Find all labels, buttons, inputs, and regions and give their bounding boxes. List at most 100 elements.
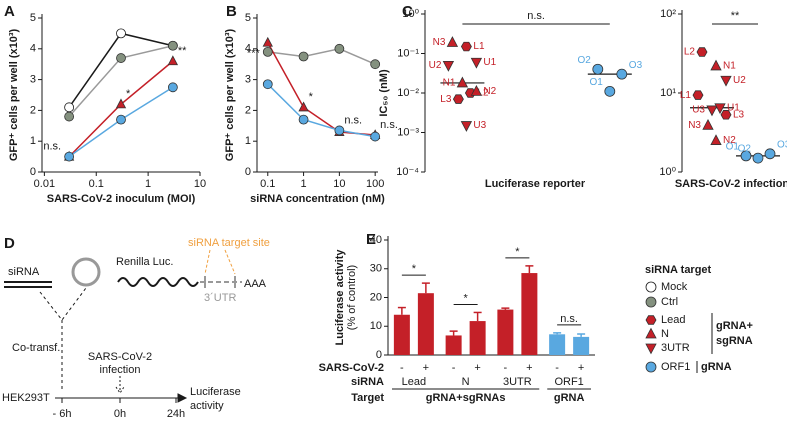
marker bbox=[64, 102, 75, 113]
row-label: siRNA bbox=[351, 376, 384, 388]
time-label: 24h bbox=[167, 408, 185, 420]
annotation: * bbox=[412, 263, 417, 275]
marker bbox=[710, 59, 722, 71]
target-site-label: siRNA target site bbox=[188, 237, 270, 249]
series-line bbox=[267, 83, 376, 138]
marker bbox=[446, 36, 459, 47]
y-tick-label: 10⁻³ bbox=[397, 126, 419, 138]
bar bbox=[573, 336, 590, 355]
y-tick-label: 40 bbox=[370, 234, 382, 246]
y-axis-title: GFP⁺ cells per well (x10³) bbox=[224, 28, 236, 161]
marker bbox=[298, 51, 309, 62]
x-tick-label: 10 bbox=[194, 178, 206, 190]
series-label: + bbox=[578, 362, 584, 374]
annotation: *** bbox=[247, 47, 261, 59]
y-tick-label: 10¹ bbox=[660, 87, 676, 99]
sirna-label: siRNA bbox=[8, 266, 40, 278]
point-label: N2 bbox=[723, 135, 736, 146]
marker bbox=[692, 90, 704, 100]
legend-group-label: sgRNA bbox=[716, 335, 753, 347]
marker bbox=[592, 63, 604, 75]
marker bbox=[334, 43, 345, 54]
marker bbox=[710, 134, 722, 145]
y-tick-label: 0 bbox=[245, 166, 251, 178]
panel-letter: C bbox=[402, 3, 413, 20]
marker bbox=[460, 121, 473, 132]
series-label: + bbox=[423, 362, 429, 374]
target-site-pointer bbox=[204, 249, 236, 275]
marker bbox=[452, 94, 464, 104]
legend-marker bbox=[645, 361, 657, 373]
point-label: L2 bbox=[684, 47, 696, 58]
cotransfection-arrow bbox=[39, 287, 87, 392]
annotation: n.s. bbox=[43, 141, 61, 153]
point-label: U1 bbox=[727, 102, 740, 113]
x-tick-label: 100 bbox=[366, 178, 384, 190]
marker bbox=[116, 114, 126, 125]
point-label: U2 bbox=[733, 75, 746, 86]
legend-group-label: gRNA+ bbox=[716, 320, 753, 332]
x-tick-label: 0.1 bbox=[89, 178, 104, 190]
marker bbox=[740, 150, 752, 162]
legend-marker bbox=[645, 327, 657, 339]
point-label: N1 bbox=[723, 61, 736, 72]
panel-letter: D bbox=[4, 235, 15, 252]
marker bbox=[116, 28, 126, 39]
marker bbox=[167, 55, 179, 66]
utr-label: 3´UTR bbox=[204, 292, 236, 304]
point-label: O3 bbox=[777, 139, 787, 150]
bar bbox=[393, 314, 410, 355]
target-label: gRNA+sgRNAs bbox=[426, 392, 506, 404]
marker bbox=[370, 131, 381, 142]
marker bbox=[116, 53, 126, 63]
series-label: - bbox=[504, 362, 508, 374]
x-tick-label: ORF1 bbox=[554, 376, 583, 388]
marker bbox=[720, 110, 732, 120]
x-tick-label: Lead bbox=[402, 376, 426, 388]
marker bbox=[456, 76, 469, 88]
legend-marker bbox=[645, 281, 657, 293]
marker bbox=[616, 68, 628, 80]
series-label: - bbox=[452, 362, 456, 374]
y-tick-label: 1 bbox=[245, 135, 251, 147]
point-label: N2 bbox=[483, 86, 496, 97]
x-tick-label: 10 bbox=[333, 178, 345, 190]
infection-arrow bbox=[115, 376, 125, 394]
x-tick-label: 1 bbox=[301, 178, 307, 190]
marker bbox=[702, 118, 714, 130]
marker bbox=[720, 75, 732, 87]
time-label: - 6h bbox=[53, 408, 72, 420]
point-label: N3 bbox=[688, 120, 701, 131]
marker bbox=[262, 46, 273, 57]
x-axis-title: Luciferase reporter bbox=[485, 178, 586, 190]
marker bbox=[696, 47, 708, 57]
y-tick-label: 3 bbox=[245, 74, 251, 86]
readout-label: Luciferase bbox=[190, 386, 241, 398]
point-label: O1 bbox=[726, 142, 740, 153]
point-label: O2 bbox=[577, 55, 591, 66]
series-label: - bbox=[400, 362, 404, 374]
series-line bbox=[267, 48, 376, 65]
point-label: O3 bbox=[629, 60, 643, 71]
marker bbox=[470, 57, 483, 69]
cells-label: HEK293T bbox=[2, 392, 50, 404]
marker bbox=[706, 105, 718, 117]
annotation: ** bbox=[731, 10, 740, 22]
point-label: O2 bbox=[738, 144, 752, 155]
target-label: gRNA bbox=[554, 392, 585, 404]
plasmid bbox=[71, 257, 101, 287]
y-tick-label: 10⁰ bbox=[659, 166, 676, 178]
marker bbox=[298, 114, 309, 125]
point-label: U3 bbox=[473, 120, 486, 131]
bar bbox=[521, 273, 538, 355]
y-axis-title: GFP⁺ cells per well (x10³) bbox=[8, 28, 20, 161]
series-line bbox=[68, 60, 174, 158]
polya-label: AAA bbox=[244, 278, 267, 290]
x-axis-title: SARS-CoV-2 inoculum (MOI) bbox=[47, 193, 196, 205]
x-tick-label: 0.01 bbox=[34, 178, 55, 190]
legend-label: N bbox=[661, 328, 669, 340]
y-axis-title: IC₅₀ (nM) bbox=[378, 69, 390, 117]
marker bbox=[604, 85, 616, 97]
marker bbox=[167, 82, 178, 93]
